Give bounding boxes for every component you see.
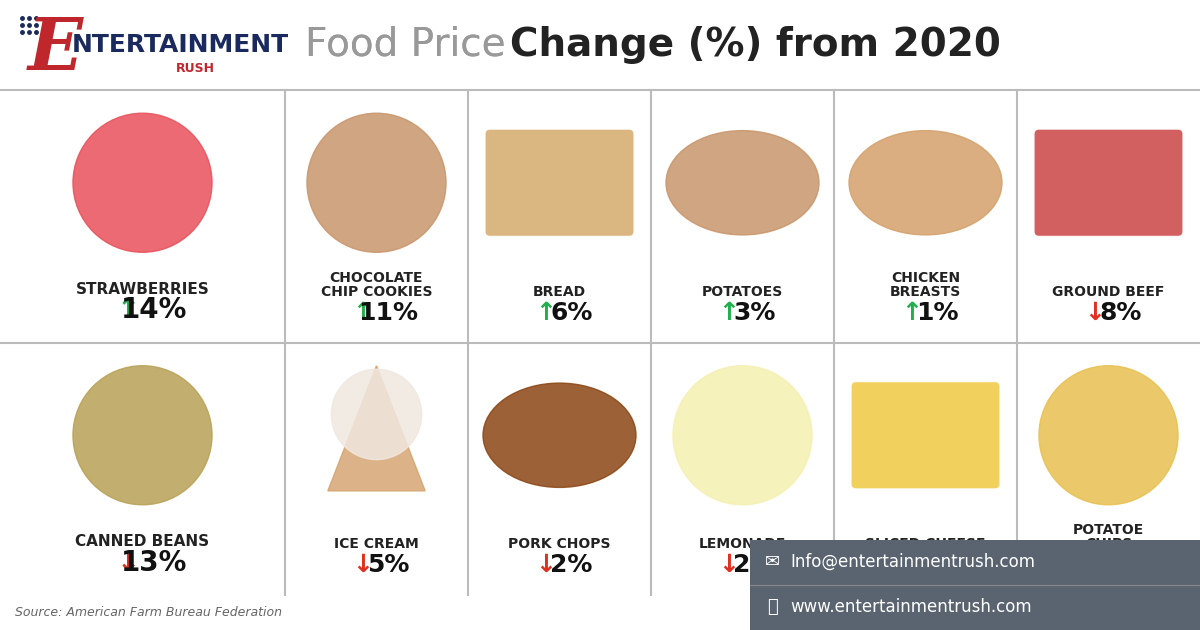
Text: ↓: ↓ <box>718 553 739 577</box>
Text: Change (%) from 2020: Change (%) from 2020 <box>510 26 1001 64</box>
Text: Info@entertainmentrush.com: Info@entertainmentrush.com <box>790 553 1034 571</box>
Text: GROUND BEEF: GROUND BEEF <box>1052 285 1165 299</box>
Circle shape <box>73 365 212 505</box>
Text: 3%: 3% <box>733 301 775 324</box>
Ellipse shape <box>850 130 1002 235</box>
Text: RUSH: RUSH <box>175 62 215 74</box>
Text: ↓: ↓ <box>901 553 922 577</box>
Text: SLICED CHEESE: SLICED CHEESE <box>865 537 985 551</box>
Text: CHICKEN: CHICKEN <box>890 270 960 285</box>
Text: ↑: ↑ <box>901 301 922 324</box>
Text: 13%: 13% <box>121 549 187 577</box>
Text: 🌐: 🌐 <box>767 598 778 616</box>
Text: ↑: ↑ <box>718 301 739 324</box>
Text: BREAD: BREAD <box>533 285 586 299</box>
Text: CHOCOLATE: CHOCOLATE <box>330 270 424 285</box>
Circle shape <box>331 369 421 460</box>
Text: CHIPS: CHIPS <box>1085 537 1132 551</box>
FancyBboxPatch shape <box>485 129 634 236</box>
Circle shape <box>73 113 212 252</box>
Text: 8%: 8% <box>1099 301 1141 324</box>
Text: PORK CHOPS: PORK CHOPS <box>509 537 611 551</box>
Text: 6%: 6% <box>551 301 593 324</box>
Text: 2%: 2% <box>551 553 593 577</box>
FancyBboxPatch shape <box>851 382 1000 489</box>
Text: LEMONADE: LEMONADE <box>698 537 786 551</box>
Text: 5%: 5% <box>367 553 409 577</box>
Text: www.entertainmentrush.com: www.entertainmentrush.com <box>790 598 1032 616</box>
Circle shape <box>1039 365 1178 505</box>
Text: ↓: ↓ <box>352 553 373 577</box>
FancyBboxPatch shape <box>750 540 1200 630</box>
Text: 1%: 1% <box>917 553 959 577</box>
Text: ↓: ↓ <box>116 549 140 577</box>
Text: 2%: 2% <box>733 553 775 577</box>
Text: 1%: 1% <box>1099 553 1141 577</box>
Polygon shape <box>328 365 425 491</box>
Text: ↑: ↑ <box>535 301 556 324</box>
Text: CHIP COOKIES: CHIP COOKIES <box>320 285 432 299</box>
FancyBboxPatch shape <box>1034 129 1183 236</box>
Ellipse shape <box>484 383 636 488</box>
Text: Source: American Farm Bureau Federation: Source: American Farm Bureau Federation <box>14 605 282 619</box>
Text: 11%: 11% <box>359 301 419 324</box>
Text: ↓: ↓ <box>1084 301 1105 324</box>
Text: ↓: ↓ <box>535 553 556 577</box>
Text: BREASTS: BREASTS <box>890 285 961 299</box>
Text: STRAWBERRIES: STRAWBERRIES <box>76 282 209 297</box>
Circle shape <box>673 365 812 505</box>
Text: 1%: 1% <box>917 301 959 324</box>
Text: ↑: ↑ <box>116 297 140 324</box>
Text: ICE CREAM: ICE CREAM <box>334 537 419 551</box>
Text: ↓: ↓ <box>1084 553 1105 577</box>
Text: Food Price: Food Price <box>305 26 518 64</box>
Ellipse shape <box>666 130 818 235</box>
Text: Food Price: Food Price <box>305 26 518 64</box>
Text: NTERTAINMENT: NTERTAINMENT <box>72 33 289 57</box>
Text: POTATOE: POTATOE <box>1073 523 1144 537</box>
Text: ↑: ↑ <box>352 301 373 324</box>
Text: 14%: 14% <box>121 297 187 324</box>
Text: ✉: ✉ <box>764 553 780 571</box>
Circle shape <box>307 113 446 252</box>
Text: CANNED BEANS: CANNED BEANS <box>76 534 210 549</box>
Text: E: E <box>28 14 83 86</box>
Text: POTATOES: POTATOES <box>702 285 784 299</box>
